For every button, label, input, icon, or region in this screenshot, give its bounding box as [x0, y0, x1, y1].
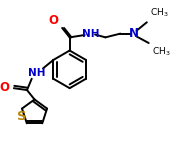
Text: NH: NH — [28, 68, 45, 78]
Text: O: O — [0, 81, 9, 94]
Text: CH$_3$: CH$_3$ — [150, 7, 168, 19]
Text: NH: NH — [82, 29, 99, 39]
Text: CH$_3$: CH$_3$ — [151, 46, 170, 58]
Text: O: O — [48, 14, 58, 27]
Text: N: N — [129, 27, 139, 40]
Text: S: S — [17, 110, 27, 123]
